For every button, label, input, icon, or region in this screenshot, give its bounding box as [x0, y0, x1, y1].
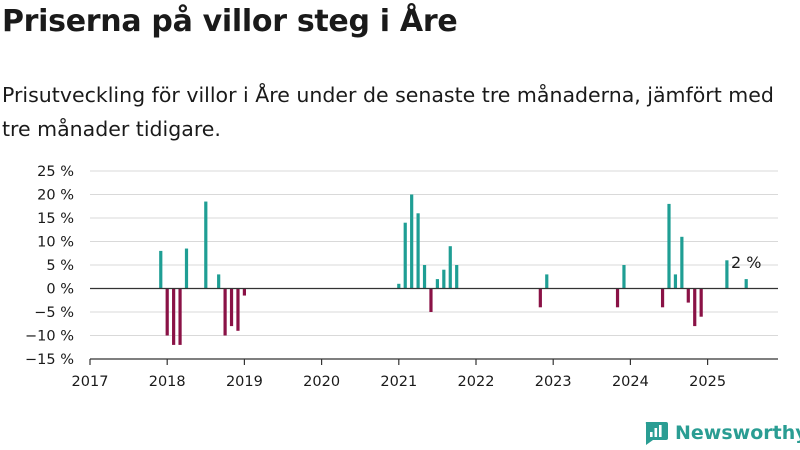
y-tick-label: 25 % — [37, 164, 74, 180]
bar — [165, 288, 169, 336]
bar — [159, 250, 163, 289]
bar — [217, 274, 221, 289]
bar — [744, 279, 748, 289]
bar — [397, 283, 401, 289]
bar — [204, 201, 208, 289]
y-tick-label: 15 % — [37, 211, 74, 227]
bar — [538, 288, 542, 308]
axes — [89, 287, 778, 365]
x-tick-label: 2023 — [535, 374, 572, 390]
x-tick-label: 2020 — [303, 374, 340, 390]
bar — [403, 222, 407, 289]
bar — [693, 288, 697, 327]
bar-chart: 25 % 20 % 15 % 10 % 5 % 0 % −5 % −10 % −15 % 2017… — [25, 164, 778, 390]
bar — [680, 236, 684, 289]
newsworthy-logo: Newsworthy — [643, 420, 800, 446]
bar — [455, 265, 459, 289]
y-tick-label: −5 % — [34, 305, 74, 321]
bar — [435, 279, 439, 289]
bar — [172, 288, 176, 345]
bar — [622, 265, 626, 289]
y-tick-label: −15 % — [25, 352, 74, 368]
bar — [673, 274, 678, 289]
x-tick-label: 2022 — [458, 374, 495, 390]
bar — [184, 248, 189, 289]
bar — [699, 288, 703, 317]
brand-name: Newsworthy — [675, 422, 800, 444]
x-tick-label: 2017 — [72, 374, 109, 390]
bar — [229, 288, 234, 327]
last-value-annotation: 2 % — [731, 253, 761, 272]
y-tick-label: 20 % — [37, 188, 74, 204]
bar — [686, 288, 690, 303]
chart-title: Priserna på villor steg i Åre — [2, 4, 458, 39]
bar — [545, 274, 549, 289]
bar — [422, 265, 427, 289]
bar — [178, 288, 182, 345]
bar — [242, 288, 246, 296]
bar — [410, 194, 414, 289]
x-tick-label: 2021 — [380, 374, 417, 390]
x-tick-label: 2018 — [149, 374, 186, 390]
y-tick-label: −10 % — [25, 329, 74, 345]
chart-subtitle: Prisutveckling för villor i Åre under de… — [2, 83, 774, 141]
y-tick-label: 5 % — [46, 258, 74, 274]
bar — [223, 288, 227, 336]
bar — [615, 288, 620, 308]
x-tick-label: 2024 — [612, 374, 649, 390]
labels: 25 % 20 % 15 % 10 % 5 % 0 % −5 % −10 % −15 % 2017… — [25, 164, 761, 390]
bar — [725, 260, 729, 289]
y-tick-label: 10 % — [37, 235, 74, 251]
bar — [442, 269, 446, 289]
newsworthy-logo-icon — [645, 422, 668, 445]
y-tick-label: 0 % — [46, 282, 74, 298]
bars — [159, 194, 748, 345]
bar — [416, 213, 420, 289]
bar — [667, 203, 671, 289]
bar — [429, 288, 433, 312]
x-tick-label: 2019 — [226, 374, 263, 390]
bar — [236, 288, 240, 331]
bar — [660, 288, 665, 308]
bar — [448, 246, 452, 289]
gridlines — [90, 170, 778, 360]
x-tick-label: 2025 — [689, 374, 726, 390]
